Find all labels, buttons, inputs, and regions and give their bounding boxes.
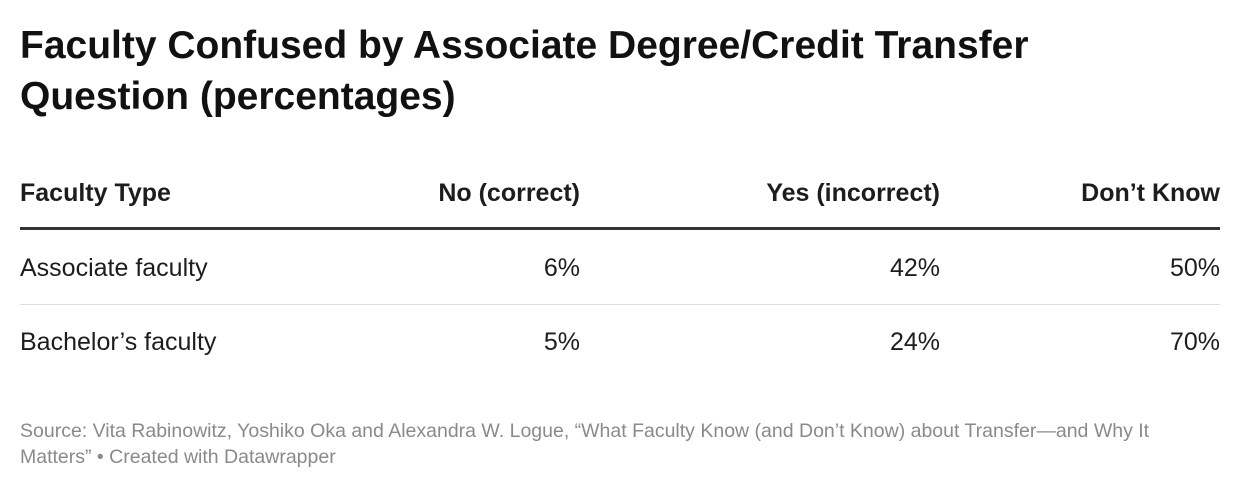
row-label: Bachelor’s faculty [20, 328, 217, 356]
column-header: Don’t Know [1081, 179, 1220, 207]
table-cell: 70% [1169, 328, 1220, 356]
table-cell: 50% [1169, 254, 1220, 282]
table-cell: 42% [889, 254, 940, 282]
column-header: Faculty Type [20, 179, 171, 207]
column-header: Yes (incorrect) [766, 179, 940, 207]
row-rule [20, 304, 1220, 305]
column-header: No (correct) [438, 179, 580, 207]
table-cell: 6% [543, 254, 580, 282]
table-cell: 5% [543, 328, 580, 356]
row-label: Associate faculty [20, 254, 208, 282]
header-rule [20, 227, 1220, 230]
title: Faculty Confused by Associate Degree/Cre… [20, 24, 1029, 118]
table-cell: 24% [889, 328, 940, 356]
source-note: Source: Vita Rabinowitz, Yoshiko Oka and… [20, 420, 1150, 468]
